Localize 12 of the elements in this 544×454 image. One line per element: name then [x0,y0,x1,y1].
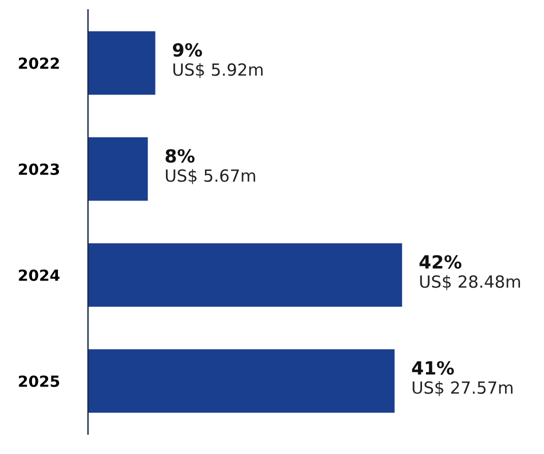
y-tick-label: 2022 [18,57,59,70]
bar [88,243,402,307]
data-label: 8% US$ 5.67m [166,149,256,184]
y-tick-label: 2024 [18,269,60,282]
y-tick-label: 2023 [18,163,60,176]
y-tick-label: 2025 [18,375,60,388]
bar [88,137,148,201]
bar [88,349,395,413]
data-label: 42% US$ 28.48m [420,255,520,290]
bar [88,31,156,95]
data-label: 41% US$ 27.57m [412,361,512,396]
data-label: 9% US$ 5.92m [172,43,263,78]
